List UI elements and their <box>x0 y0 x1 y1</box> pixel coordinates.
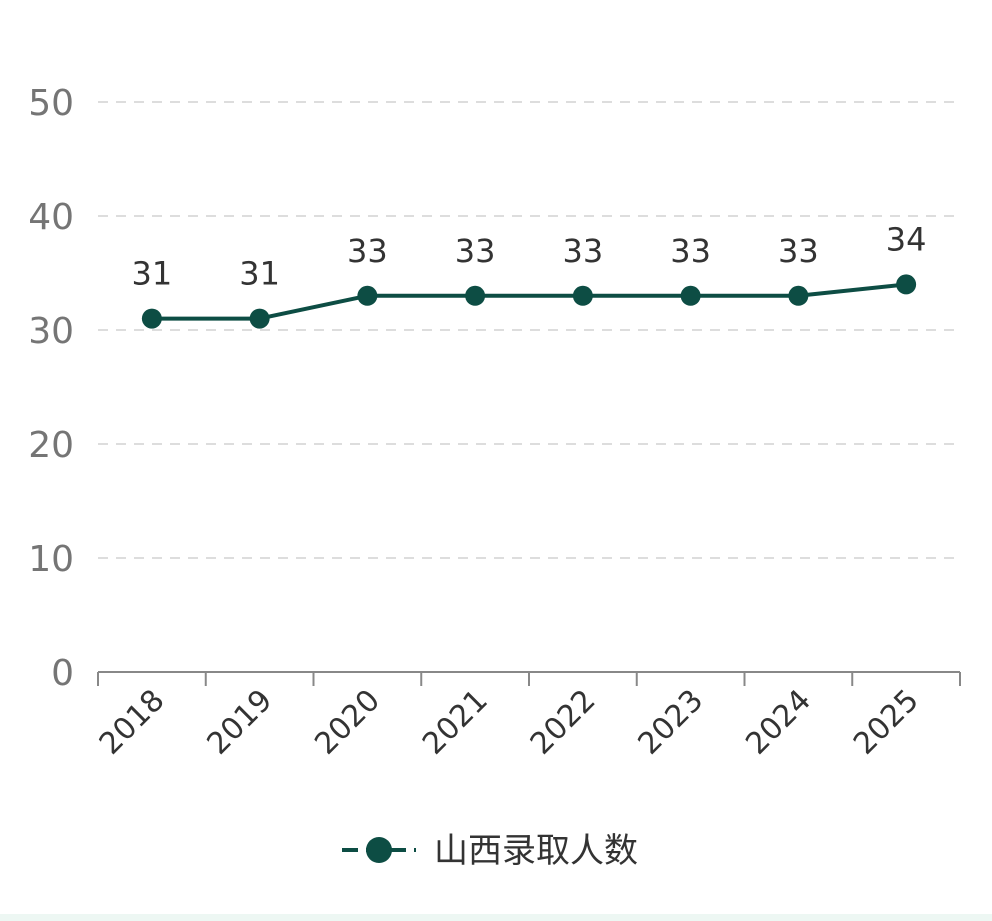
x-tick-label-2023: 2023 <box>632 683 711 762</box>
data-point-2020 <box>357 285 378 306</box>
y-tick-label-50: 50 <box>28 83 74 124</box>
y-axis-ticks: 0 10 20 30 40 50 <box>28 83 74 694</box>
data-point-2022 <box>572 285 593 306</box>
y-tick-label-20: 20 <box>28 425 74 466</box>
data-label-2025: 34 <box>886 220 927 258</box>
data-point-2024 <box>788 285 809 306</box>
data-point-2018 <box>141 308 162 329</box>
x-tick-label-2025: 2025 <box>847 683 926 762</box>
legend: 山西录取人数 <box>342 831 638 871</box>
y-tick-label-0: 0 <box>51 653 74 694</box>
y-tick-label-30: 30 <box>28 311 74 352</box>
data-point-2019 <box>249 308 270 329</box>
x-tick-label-2020: 2020 <box>308 683 387 762</box>
data-label-2024: 33 <box>778 232 819 270</box>
x-tick-label-2021: 2021 <box>416 683 495 762</box>
data-point-2023 <box>680 285 701 306</box>
data-point-2025 <box>896 274 917 295</box>
data-point-2021 <box>465 285 486 306</box>
data-label-2020: 33 <box>347 232 388 270</box>
data-label-2023: 33 <box>670 232 711 270</box>
legend-marker-swatch <box>366 837 392 863</box>
data-label-2019: 31 <box>239 255 280 293</box>
data-labels: 31 31 33 33 33 33 33 34 <box>132 220 927 292</box>
data-label-2018: 31 <box>132 255 173 293</box>
y-tick-label-40: 40 <box>28 197 74 238</box>
legend-label: 山西录取人数 <box>434 831 638 871</box>
series-line-layer <box>141 274 917 329</box>
data-label-2021: 33 <box>455 232 496 270</box>
y-tick-label-10: 10 <box>28 539 74 580</box>
x-axis: 2018 2019 2020 2021 2022 2023 2024 2025 <box>93 671 961 762</box>
x-tick-label-2024: 2024 <box>739 683 818 762</box>
x-tick-label-2019: 2019 <box>201 683 280 762</box>
x-tick-label-2022: 2022 <box>524 683 603 762</box>
x-tick-label-2018: 2018 <box>93 683 172 762</box>
data-label-2022: 33 <box>563 232 604 270</box>
bottom-strip <box>0 914 992 921</box>
grid-lines <box>98 101 956 559</box>
series-line-0 <box>151 282 907 321</box>
